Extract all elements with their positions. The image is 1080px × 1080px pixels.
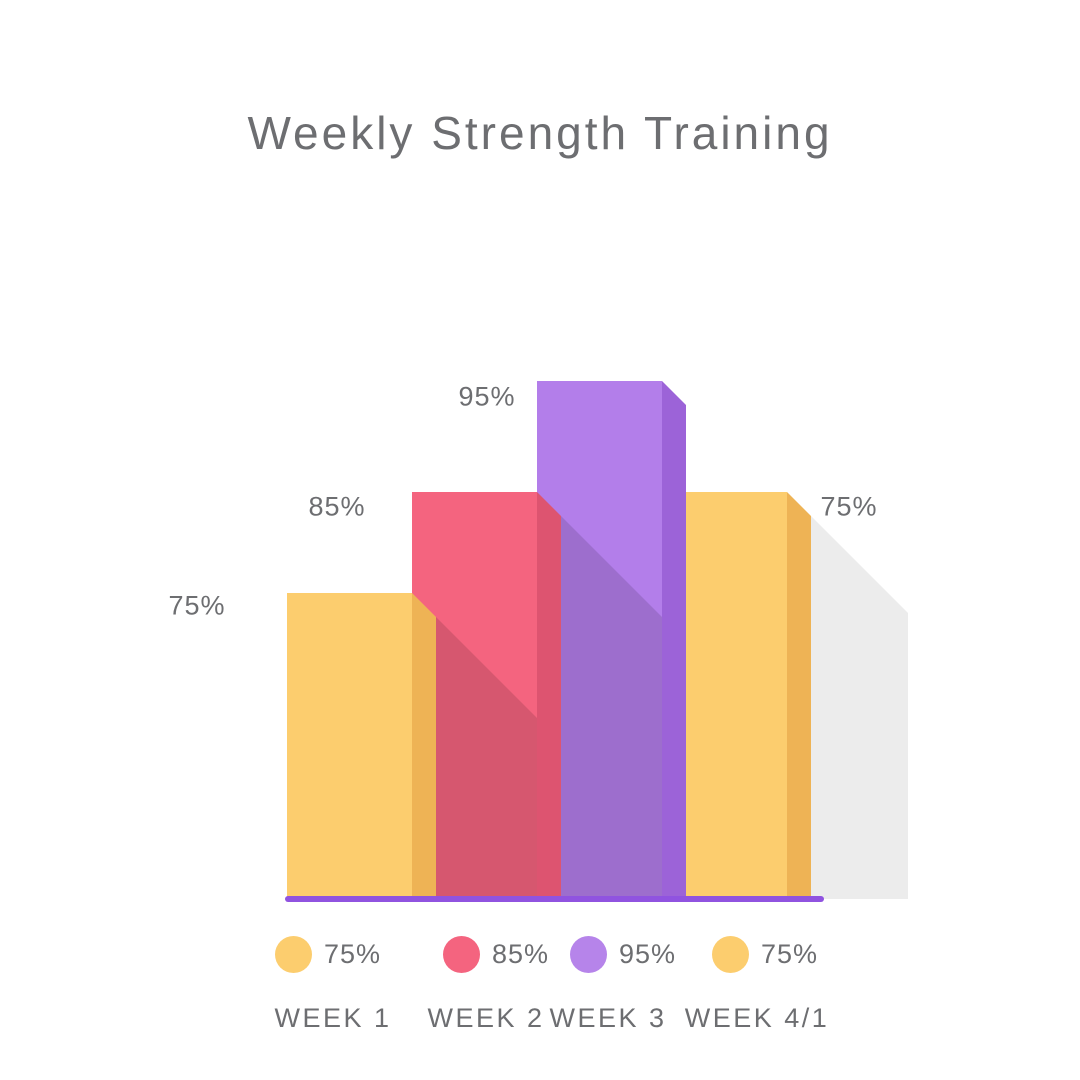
bar-face-week-1: [287, 593, 412, 899]
bar-side-week-4: [787, 492, 811, 899]
legend-label-week-4: 75%: [761, 939, 819, 969]
legend-swatch-week-2: [443, 936, 480, 973]
bar-side-week-2: [537, 492, 561, 899]
bar-face-week-3: [537, 381, 662, 899]
legend-swatch-week-4: [712, 936, 749, 973]
legend-item-week-1: 75%: [275, 936, 381, 973]
bar-face-week-4: [662, 492, 787, 899]
legend-label-week-3: 95%: [619, 939, 677, 969]
bar-side-week-1: [412, 593, 436, 899]
legend-swatch-week-1: [275, 936, 312, 973]
bar-face-week-2: [412, 492, 537, 899]
legend-swatch-week-3: [570, 936, 607, 973]
legend-item-week-4: 75%: [712, 936, 818, 973]
back-shadow: [811, 516, 908, 899]
legend-item-week-2: 85%: [443, 936, 549, 973]
cast-shadow-on-week-2: [436, 617, 537, 899]
bar-side-week-3: [662, 381, 686, 899]
x-axis-label-week-3: WEEK 3: [549, 1003, 667, 1033]
legend-label-week-1: 75%: [324, 939, 382, 969]
x-axis-line: [285, 896, 824, 902]
x-axis-label-week-2: WEEK 2: [427, 1003, 545, 1033]
bar-value-label-week-1: 75%: [168, 590, 226, 621]
bar-value-label-week-3: 95%: [458, 381, 516, 412]
x-axis-label-week-1: WEEK 1: [274, 1003, 392, 1033]
legend-label-week-2: 85%: [492, 939, 550, 969]
bar-value-label-week-4: 75%: [820, 491, 878, 522]
x-axis-label-week-4: WEEK 4/1: [684, 1003, 830, 1033]
bar-value-label-week-2: 85%: [308, 491, 366, 522]
legend-item-week-3: 95%: [570, 936, 676, 973]
chart-title: Weekly Strength Training: [247, 107, 833, 159]
cast-shadow-on-week-3: [561, 516, 662, 899]
